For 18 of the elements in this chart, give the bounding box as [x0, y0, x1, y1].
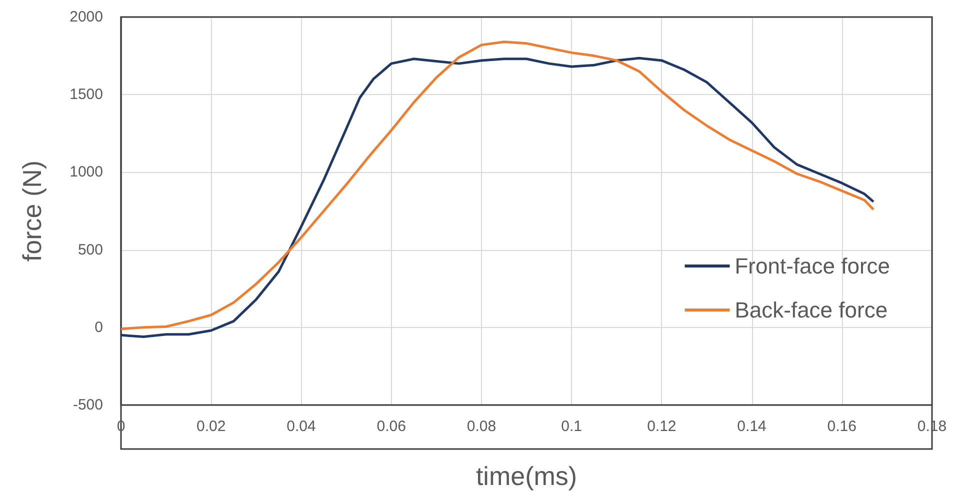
x-tick-label: 0.16 [827, 418, 856, 435]
x-tick-label: 0.14 [737, 418, 766, 435]
y-tick-label: 2000 [70, 8, 103, 26]
y-tick-label: -500 [72, 396, 103, 414]
legend-label: Front-face force [734, 254, 890, 278]
y-tick-label: 1500 [70, 86, 103, 104]
y-tick-label: 500 [78, 241, 103, 258]
x-tick-label: 0.08 [466, 418, 496, 435]
legend-label: Back-face force [734, 298, 888, 322]
x-axis-title: time(ms) [476, 461, 578, 491]
y-tick-label: 0 [94, 318, 103, 336]
x-tick-label: 0.02 [196, 418, 226, 435]
y-axis-title: force (N) [17, 160, 47, 262]
x-tick-label: 0.04 [286, 418, 316, 435]
y-tick-label: 1000 [70, 164, 103, 181]
x-tick-label: 0.12 [647, 418, 676, 435]
x-tick-label: 0.06 [376, 418, 406, 435]
x-tick-label: 0.1 [561, 418, 582, 435]
